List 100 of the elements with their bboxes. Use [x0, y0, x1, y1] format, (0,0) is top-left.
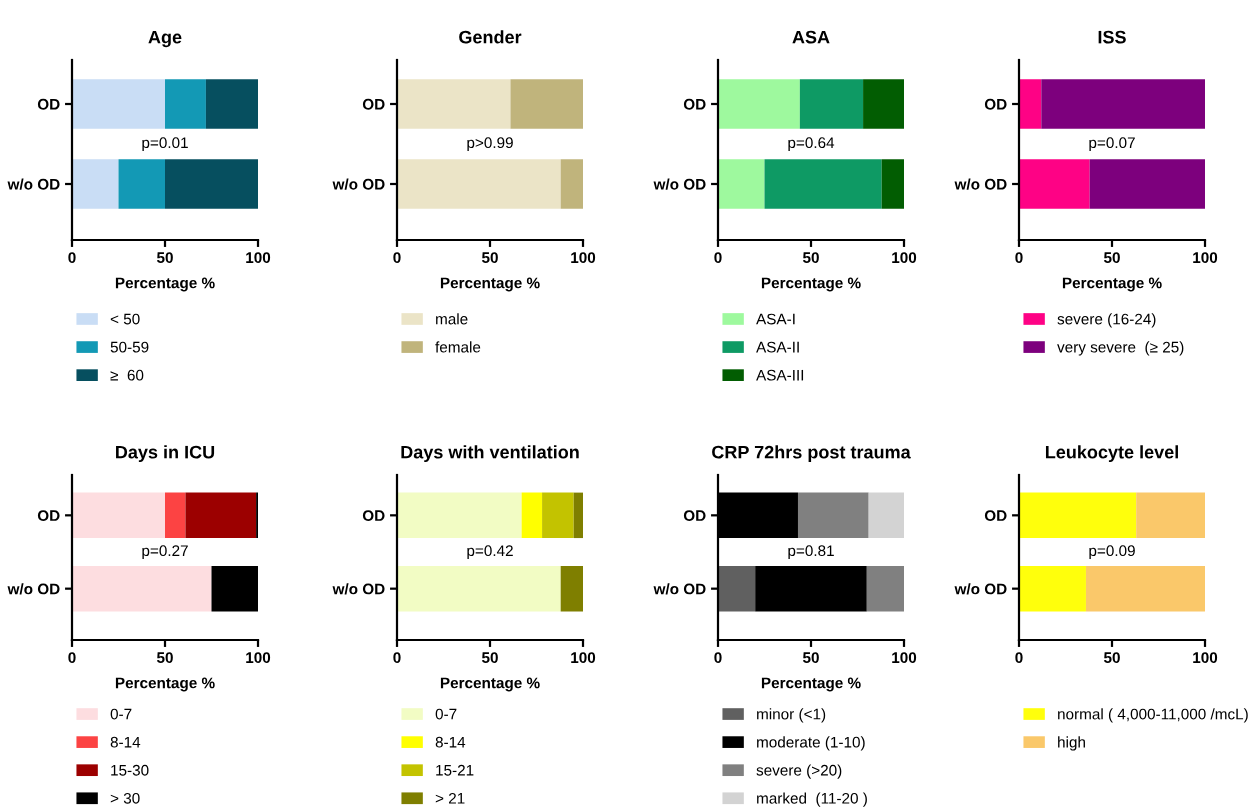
- annotation: p=0.27: [142, 545, 188, 560]
- bar: [1019, 79, 1042, 129]
- x-tick-label: 100: [246, 252, 271, 264]
- legend-label: 0-7: [435, 708, 457, 720]
- chart-title: Leukocyte level: [1045, 445, 1178, 463]
- bar: [165, 492, 186, 539]
- bar: [397, 565, 561, 612]
- chart-title: Age: [148, 30, 182, 48]
- chart-title: Days in ICU: [116, 445, 215, 463]
- x-tick-label: 100: [571, 652, 596, 664]
- legend-label: high: [1058, 736, 1085, 751]
- bar: [1041, 79, 1205, 129]
- y-tick-label: OD: [37, 98, 60, 110]
- x-tick-label: 50: [481, 652, 498, 664]
- x-tick-label: 50: [1103, 652, 1120, 664]
- legend-label: severe (16-24): [1057, 313, 1156, 328]
- y-tick-label: w/o OD: [332, 583, 385, 595]
- x-tick-label: 100: [571, 252, 596, 264]
- bar: [560, 159, 583, 209]
- legend-label: female: [435, 341, 481, 353]
- y-tick-label: OD: [683, 98, 706, 110]
- chart-title: CRP 72hrs post trauma: [712, 445, 911, 463]
- legend-label: 8-14: [435, 736, 466, 748]
- bar: [1089, 159, 1205, 209]
- bar: [718, 79, 800, 129]
- x-tick-label: 0: [714, 652, 722, 664]
- x-axis-title: Percentage %: [115, 677, 215, 692]
- bar: [211, 565, 258, 612]
- x-tick-label: 0: [68, 252, 76, 264]
- bar: [521, 492, 543, 539]
- x-tick-label: 0: [393, 652, 401, 664]
- chart-title: Gender: [459, 30, 522, 44]
- legend-label: < 50: [110, 313, 140, 325]
- x-tick-label: 50: [802, 252, 819, 264]
- bar: [868, 492, 904, 539]
- bar: [542, 492, 574, 539]
- legend-label: normal ( 4,000-11,000 /mcL): [1058, 708, 1248, 723]
- x-tick-label: 50: [481, 252, 498, 264]
- y-tick-label: OD: [683, 510, 706, 522]
- bar: [755, 565, 867, 612]
- bar: [881, 159, 904, 209]
- bar: [165, 79, 206, 129]
- y-tick-label: w/o OD: [7, 583, 60, 595]
- y-tick-label: w/o OD: [653, 583, 706, 595]
- x-tick-label: 100: [1193, 252, 1218, 264]
- bar: [797, 492, 869, 539]
- legend-label: male: [436, 313, 468, 325]
- x-axis-title: Percentage %: [440, 277, 540, 292]
- y-tick-label: w/o OD: [954, 583, 1007, 595]
- y-tick-label: w/o OD: [332, 178, 385, 190]
- x-tick-label: 100: [1193, 652, 1218, 664]
- x-tick-label: 0: [1015, 652, 1023, 664]
- y-tick-label: OD: [37, 510, 60, 522]
- x-tick-label: 50: [156, 652, 173, 664]
- x-tick-label: 100: [246, 652, 271, 664]
- legend-label: moderate (1-10): [757, 736, 865, 751]
- bar: [560, 565, 583, 612]
- y-tick-label: OD: [362, 510, 385, 522]
- annotation: p>0.99: [467, 137, 513, 152]
- bar: [397, 159, 561, 209]
- legend-label: 50-59: [110, 341, 149, 353]
- bar: [397, 492, 522, 539]
- legend-label: ≥ 60: [110, 369, 144, 381]
- annotation: p=0.64: [788, 137, 835, 152]
- bar: [205, 79, 258, 129]
- legend-label: marked (11-20 ): [757, 792, 867, 807]
- annotation: p=0.81: [788, 545, 834, 560]
- legend-label: 15-30: [111, 764, 149, 776]
- x-tick-label: 100: [892, 652, 917, 664]
- bar: [799, 79, 864, 129]
- legend-label: ASA-I: [756, 313, 795, 325]
- bar: [72, 159, 119, 209]
- x-tick-label: 50: [802, 652, 819, 664]
- bar: [764, 159, 882, 209]
- y-tick-label: OD: [984, 98, 1007, 110]
- y-tick-label: OD: [984, 510, 1007, 522]
- x-axis-title: Percentage %: [1062, 277, 1162, 292]
- legend-label: > 30: [110, 792, 140, 804]
- chart-title: Days with ventilation: [401, 445, 579, 463]
- x-axis-title: Percentage %: [761, 677, 861, 692]
- bar: [573, 492, 583, 539]
- bar: [72, 79, 165, 129]
- bar: [165, 159, 258, 209]
- y-tick-label: w/o OD: [954, 178, 1007, 190]
- bar: [718, 159, 765, 209]
- bar: [866, 565, 904, 612]
- legend-label: 8-14: [110, 736, 141, 748]
- bar: [118, 159, 165, 209]
- bar: [1019, 565, 1086, 612]
- x-tick-label: 0: [1015, 252, 1023, 264]
- x-tick-label: 50: [1103, 252, 1120, 264]
- annotation: p=0.09: [1089, 545, 1135, 560]
- bar: [72, 492, 165, 539]
- annotation: p=0.07: [1089, 137, 1135, 152]
- legend-label: very severe (≥ 25): [1057, 341, 1184, 356]
- bar: [1019, 159, 1090, 209]
- y-tick-label: w/o OD: [653, 178, 706, 190]
- legend-label: minor (<1): [757, 708, 826, 723]
- bar: [718, 565, 756, 612]
- bar: [72, 565, 212, 612]
